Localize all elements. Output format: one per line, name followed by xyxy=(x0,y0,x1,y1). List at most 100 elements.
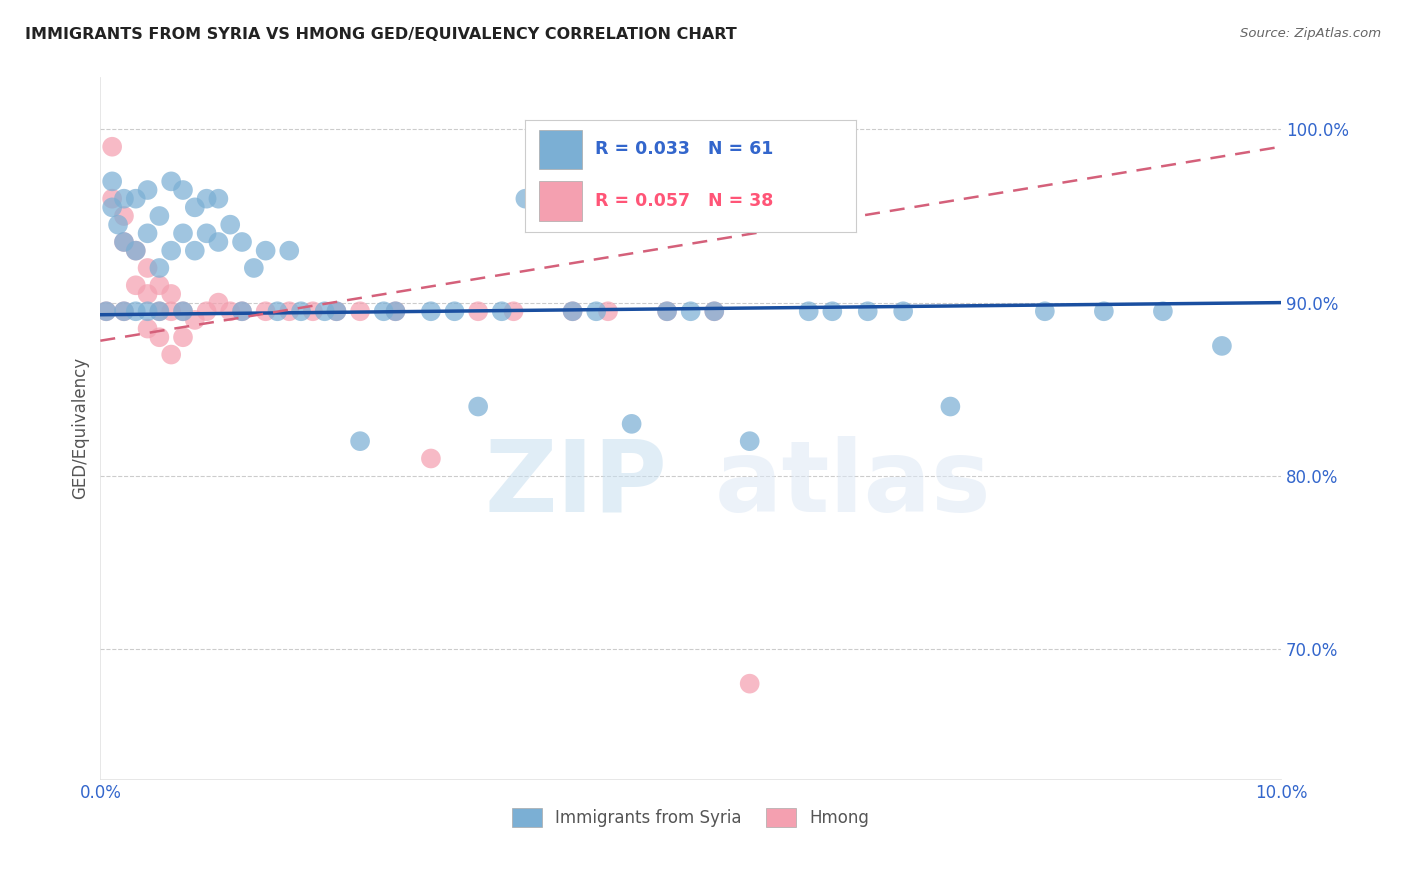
Point xyxy=(254,244,277,258)
Point xyxy=(349,304,371,318)
Point xyxy=(172,304,194,318)
Point xyxy=(172,330,194,344)
Point xyxy=(384,304,406,318)
Point xyxy=(148,209,170,223)
Point xyxy=(125,244,148,258)
Point xyxy=(373,304,395,318)
Point xyxy=(207,235,229,249)
Point xyxy=(148,330,170,344)
Point xyxy=(195,227,218,241)
Point xyxy=(125,192,148,206)
Text: atlas: atlas xyxy=(714,436,991,533)
Point xyxy=(207,295,229,310)
Point xyxy=(125,244,148,258)
Text: ZIP: ZIP xyxy=(484,436,666,533)
Point xyxy=(136,304,159,318)
Point xyxy=(184,313,207,327)
Point xyxy=(561,304,583,318)
Point xyxy=(112,304,135,318)
Point xyxy=(703,304,725,318)
Point xyxy=(266,304,288,318)
Point xyxy=(125,304,148,318)
Point xyxy=(502,304,524,318)
Point xyxy=(172,304,194,318)
Point xyxy=(231,304,253,318)
Point xyxy=(136,227,159,241)
Point xyxy=(443,304,465,318)
Point xyxy=(112,209,135,223)
Point xyxy=(148,304,170,318)
Point xyxy=(231,235,253,249)
Point xyxy=(1152,304,1174,318)
Point xyxy=(738,434,761,449)
Point xyxy=(136,183,159,197)
Point xyxy=(243,260,266,275)
Point xyxy=(231,304,253,318)
Point xyxy=(491,304,513,318)
Point xyxy=(349,434,371,449)
Point xyxy=(101,200,124,214)
Point xyxy=(515,192,537,206)
Point xyxy=(160,244,183,258)
Point xyxy=(112,235,135,249)
Point xyxy=(195,192,218,206)
Y-axis label: GED/Equivalency: GED/Equivalency xyxy=(72,357,89,500)
Point xyxy=(184,244,207,258)
Point xyxy=(96,304,118,318)
Point xyxy=(160,304,183,318)
Point xyxy=(467,304,489,318)
Point xyxy=(136,321,159,335)
Point xyxy=(856,304,879,318)
Point xyxy=(112,304,135,318)
Point xyxy=(620,417,643,431)
Point xyxy=(101,174,124,188)
Point xyxy=(107,218,129,232)
Point xyxy=(254,304,277,318)
Point xyxy=(1092,304,1115,318)
Point xyxy=(419,304,441,318)
Point xyxy=(939,400,962,414)
Point xyxy=(314,304,336,318)
Point xyxy=(101,192,124,206)
Point xyxy=(219,218,242,232)
Point xyxy=(172,227,194,241)
Point xyxy=(797,304,820,318)
Point xyxy=(585,304,607,318)
Point xyxy=(148,260,170,275)
Point xyxy=(384,304,406,318)
Point xyxy=(136,287,159,301)
Point xyxy=(302,304,325,318)
Point xyxy=(278,304,301,318)
Point xyxy=(891,304,914,318)
Point xyxy=(596,304,619,318)
Point xyxy=(148,278,170,293)
Point xyxy=(561,304,583,318)
Point xyxy=(207,192,229,206)
Point xyxy=(419,451,441,466)
Point xyxy=(160,174,183,188)
Text: Source: ZipAtlas.com: Source: ZipAtlas.com xyxy=(1240,27,1381,40)
Point xyxy=(136,260,159,275)
Point xyxy=(160,287,183,301)
Point xyxy=(195,304,218,318)
Point xyxy=(112,192,135,206)
Point xyxy=(679,304,702,318)
Point xyxy=(703,304,725,318)
Point xyxy=(290,304,312,318)
Point xyxy=(655,304,678,318)
Point xyxy=(160,347,183,361)
Point xyxy=(184,200,207,214)
Point xyxy=(112,235,135,249)
Point xyxy=(655,304,678,318)
Point xyxy=(172,183,194,197)
Point xyxy=(125,278,148,293)
Point xyxy=(325,304,347,318)
Point xyxy=(219,304,242,318)
Point xyxy=(1033,304,1056,318)
Point xyxy=(467,400,489,414)
Point xyxy=(738,676,761,690)
Text: IMMIGRANTS FROM SYRIA VS HMONG GED/EQUIVALENCY CORRELATION CHART: IMMIGRANTS FROM SYRIA VS HMONG GED/EQUIV… xyxy=(25,27,737,42)
Point xyxy=(821,304,844,318)
Point xyxy=(101,139,124,153)
Legend: Immigrants from Syria, Hmong: Immigrants from Syria, Hmong xyxy=(505,801,876,834)
